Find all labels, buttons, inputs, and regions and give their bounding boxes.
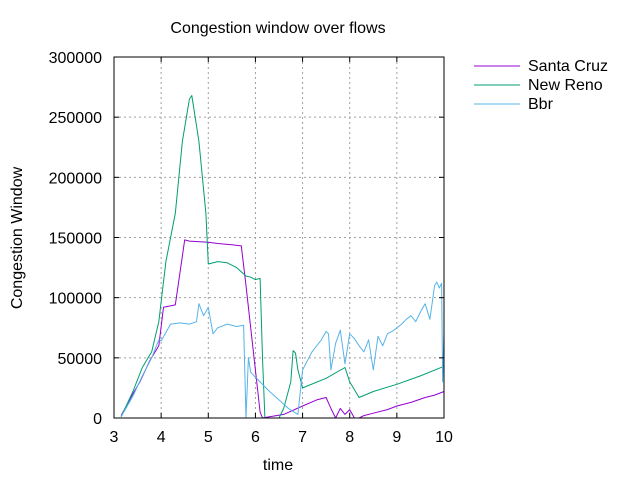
legend-label: New Reno xyxy=(528,77,603,94)
legend-item: Bbr xyxy=(474,96,554,113)
x-tick-label: 8 xyxy=(345,429,354,446)
y-axis-label: Congestion Window xyxy=(9,166,26,309)
legend-label: Santa Cruz xyxy=(528,58,608,75)
x-tick-label: 10 xyxy=(435,429,453,446)
legend: Santa Cruz New Reno Bbr xyxy=(474,58,608,113)
y-tick-label: 300000 xyxy=(49,50,102,67)
series-line-new-reno xyxy=(120,95,445,419)
x-axis-label: time xyxy=(263,457,293,474)
x-tick-label: 3 xyxy=(110,429,119,446)
series-layer xyxy=(120,95,445,419)
legend-item: Santa Cruz xyxy=(474,58,608,75)
x-tick-label: 7 xyxy=(298,429,307,446)
grid-lines xyxy=(114,57,444,418)
y-tick-label: 0 xyxy=(93,411,102,428)
y-tick-label: 150000 xyxy=(49,231,102,248)
legend-label: Bbr xyxy=(528,96,554,113)
series-line-santa-cruz xyxy=(120,239,445,419)
x-tick-label: 6 xyxy=(251,429,260,446)
x-tick-label: 5 xyxy=(204,429,213,446)
chart-title: Congestion window over flows xyxy=(170,20,385,37)
x-axis-ticks: 3 4 5 6 7 8 9 10 xyxy=(110,57,453,446)
y-axis-ticks: 0 50000 100000 150000 200000 250000 300000 xyxy=(49,50,444,428)
y-tick-label: 250000 xyxy=(49,110,102,127)
x-tick-label: 9 xyxy=(392,429,401,446)
series-line-bbr xyxy=(120,281,445,419)
y-tick-label: 200000 xyxy=(49,170,102,187)
y-tick-label: 50000 xyxy=(58,351,103,368)
x-tick-label: 4 xyxy=(157,429,166,446)
y-tick-label: 100000 xyxy=(49,291,102,308)
legend-item: New Reno xyxy=(474,77,603,94)
